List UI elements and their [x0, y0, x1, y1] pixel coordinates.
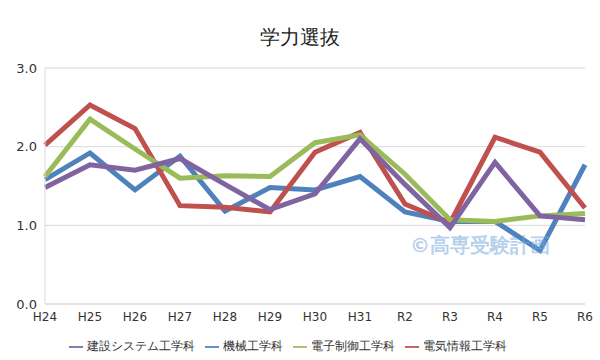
svg-text:H25: H25 [78, 310, 102, 324]
html-text:電気情報工学科: 電気情報工学科 [422, 339, 507, 353]
svg-text:H30: H30 [303, 310, 327, 324]
svg-text:R2: R2 [397, 310, 413, 324]
svg-text:1.0: 1.0 [16, 218, 37, 233]
svg-text:H29: H29 [258, 310, 282, 324]
svg-text:R3: R3 [442, 310, 458, 324]
svg-text:H27: H27 [168, 310, 192, 324]
svg-text:R5: R5 [532, 310, 548, 324]
svg-text:H31: H31 [348, 310, 372, 324]
svg-text:H24: H24 [32, 309, 58, 324]
svg-text:H26: H26 [123, 310, 147, 324]
html-text:電子制御工学科: 電子制御工学科 [310, 339, 395, 353]
svg-text:0.0: 0.0 [16, 297, 37, 312]
svg-text:2.0: 2.0 [16, 139, 37, 154]
svg-text:R6: R6 [577, 310, 592, 324]
html-text:学力選抜: 学力選抜 [260, 25, 340, 49]
svg-text:H28: H28 [213, 310, 237, 324]
html-text:建設システム工学科: 建設システム工学科 [86, 339, 195, 353]
html-text:©高専受験計画: ©高専受験計画 [410, 233, 550, 257]
svg-text:3.0: 3.0 [16, 61, 37, 76]
html-text:機械工学科: 機械工学科 [222, 339, 283, 353]
svg-text:R4: R4 [487, 310, 503, 324]
